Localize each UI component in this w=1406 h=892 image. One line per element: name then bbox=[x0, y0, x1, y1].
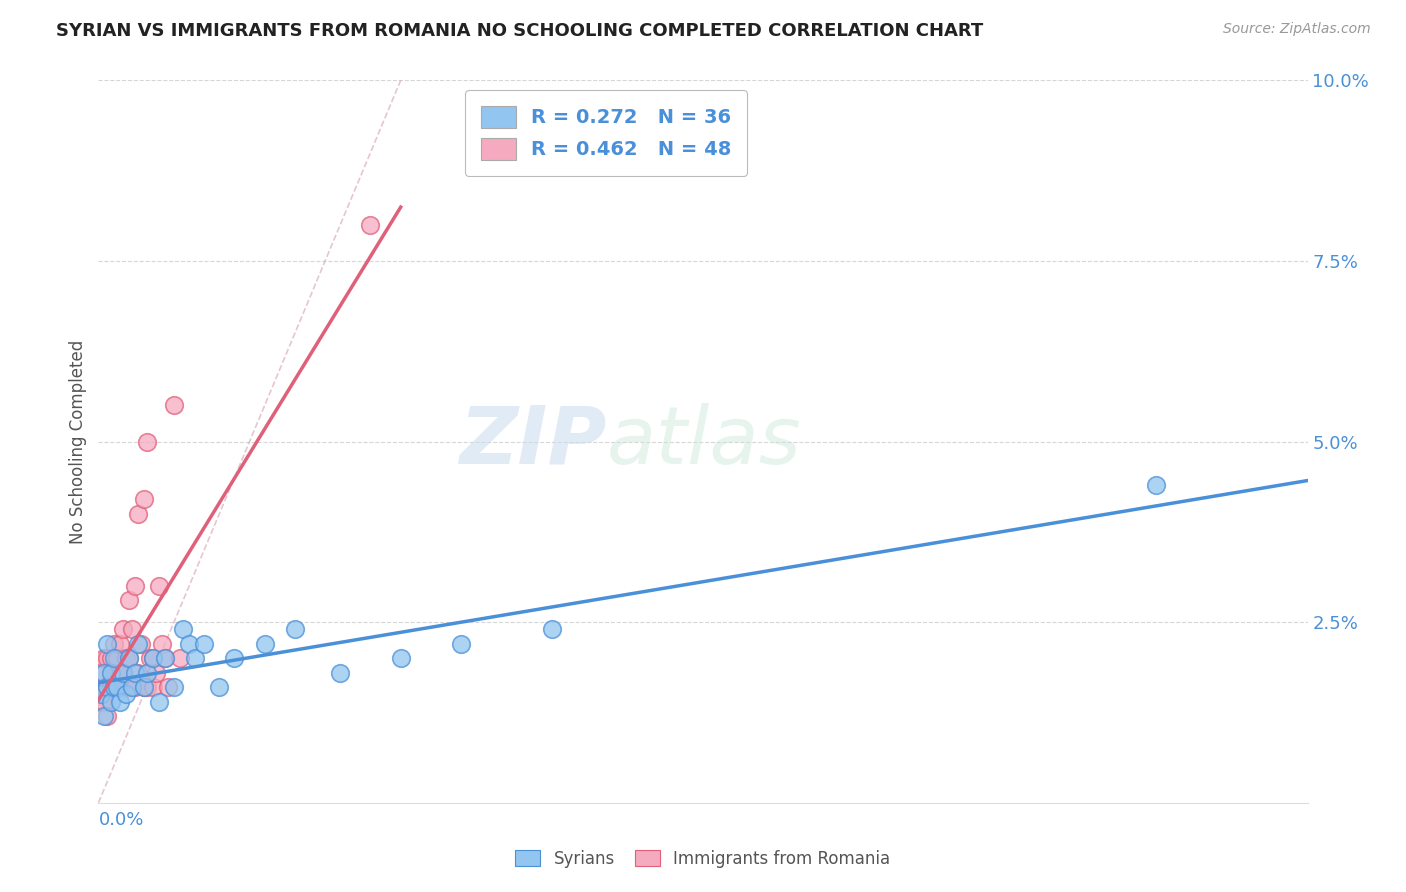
Text: SYRIAN VS IMMIGRANTS FROM ROMANIA NO SCHOOLING COMPLETED CORRELATION CHART: SYRIAN VS IMMIGRANTS FROM ROMANIA NO SCH… bbox=[56, 22, 983, 40]
Point bbox=[253, 637, 276, 651]
Point bbox=[127, 637, 149, 651]
Point bbox=[100, 680, 122, 694]
Point bbox=[163, 398, 186, 412]
Point bbox=[145, 665, 167, 680]
Point bbox=[90, 695, 112, 709]
Point bbox=[114, 687, 136, 701]
Point bbox=[103, 651, 125, 665]
Point bbox=[124, 665, 146, 680]
Point bbox=[100, 651, 122, 665]
Point bbox=[156, 680, 179, 694]
Point bbox=[108, 680, 131, 694]
Point bbox=[139, 651, 162, 665]
Point bbox=[163, 680, 186, 694]
Point bbox=[329, 665, 352, 680]
Point bbox=[108, 637, 131, 651]
Point bbox=[90, 687, 112, 701]
Point bbox=[118, 651, 141, 665]
Point bbox=[90, 665, 112, 680]
Point bbox=[153, 651, 176, 665]
Point bbox=[93, 651, 115, 665]
Point bbox=[135, 680, 157, 694]
Point bbox=[118, 651, 141, 665]
Point bbox=[150, 637, 173, 651]
Text: Source: ZipAtlas.com: Source: ZipAtlas.com bbox=[1223, 22, 1371, 37]
Point bbox=[135, 434, 157, 449]
Point bbox=[105, 665, 128, 680]
Point bbox=[111, 665, 134, 680]
Point bbox=[132, 492, 155, 507]
Point bbox=[118, 593, 141, 607]
Point bbox=[96, 680, 118, 694]
Point bbox=[93, 695, 115, 709]
Point bbox=[148, 695, 170, 709]
Point bbox=[100, 695, 122, 709]
Point bbox=[103, 680, 125, 694]
Point bbox=[208, 680, 231, 694]
Point bbox=[135, 665, 157, 680]
Point bbox=[103, 665, 125, 680]
Point bbox=[184, 651, 207, 665]
Point bbox=[389, 651, 412, 665]
Point bbox=[105, 680, 128, 694]
Point bbox=[100, 680, 122, 694]
Point bbox=[114, 680, 136, 694]
Point bbox=[121, 680, 143, 694]
Point bbox=[153, 651, 176, 665]
Point bbox=[121, 680, 143, 694]
Point bbox=[224, 651, 246, 665]
Point bbox=[93, 680, 115, 694]
Point bbox=[172, 623, 194, 637]
Point bbox=[169, 651, 191, 665]
Point bbox=[105, 680, 128, 694]
Point bbox=[179, 637, 201, 651]
Point bbox=[96, 651, 118, 665]
Point bbox=[124, 579, 146, 593]
Point bbox=[127, 507, 149, 521]
Point bbox=[193, 637, 215, 651]
Point bbox=[142, 680, 165, 694]
Point bbox=[103, 680, 125, 694]
Point bbox=[142, 651, 165, 665]
Point bbox=[127, 665, 149, 680]
Point bbox=[111, 665, 134, 680]
Point bbox=[105, 651, 128, 665]
Point bbox=[96, 637, 118, 651]
Y-axis label: No Schooling Completed: No Schooling Completed bbox=[69, 340, 87, 543]
Text: atlas: atlas bbox=[606, 402, 801, 481]
Point bbox=[96, 709, 118, 723]
Point bbox=[132, 680, 155, 694]
Legend: Syrians, Immigrants from Romania: Syrians, Immigrants from Romania bbox=[509, 844, 897, 875]
Point bbox=[100, 665, 122, 680]
Point bbox=[540, 623, 562, 637]
Point bbox=[142, 651, 165, 665]
Point bbox=[108, 665, 131, 680]
Point bbox=[129, 637, 152, 651]
Point bbox=[114, 651, 136, 665]
Text: 0.0%: 0.0% bbox=[98, 812, 143, 830]
Point bbox=[284, 623, 307, 637]
Point bbox=[148, 579, 170, 593]
Point bbox=[360, 218, 382, 232]
Point bbox=[103, 637, 125, 651]
Point bbox=[96, 680, 118, 694]
Point bbox=[93, 709, 115, 723]
Point bbox=[450, 637, 472, 651]
Point bbox=[1144, 478, 1167, 492]
Point bbox=[121, 623, 143, 637]
Point bbox=[124, 680, 146, 694]
Legend: R = 0.272   N = 36, R = 0.462   N = 48: R = 0.272 N = 36, R = 0.462 N = 48 bbox=[465, 90, 747, 176]
Point bbox=[93, 665, 115, 680]
Text: ZIP: ZIP bbox=[458, 402, 606, 481]
Point bbox=[111, 623, 134, 637]
Point bbox=[132, 680, 155, 694]
Point bbox=[108, 695, 131, 709]
